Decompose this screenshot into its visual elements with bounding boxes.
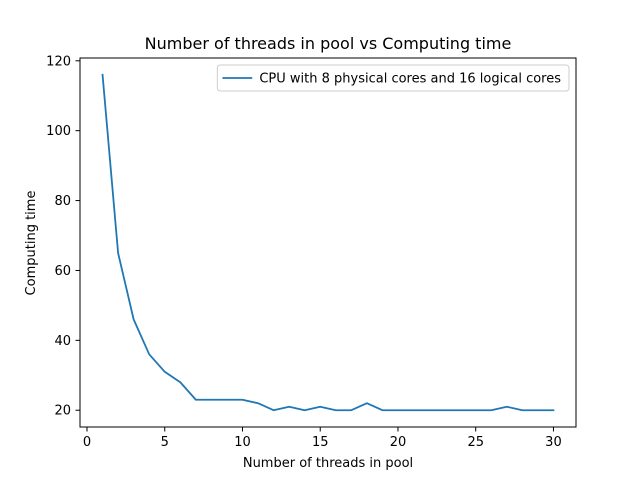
y-axis-label: Computing time — [24, 191, 39, 296]
x-tick-label: 25 — [467, 435, 484, 450]
y-tick-label: 100 — [46, 124, 71, 139]
x-tick-label: 20 — [390, 435, 407, 450]
axes-frame — [79, 57, 577, 428]
x-tick-label: 10 — [234, 435, 251, 450]
y-axis-ticks: 20 40 60 80 100 120 — [46, 54, 80, 419]
x-axis-label: Number of threads in pool — [243, 456, 413, 471]
chart-title: Number of threads in pool vs Computing t… — [145, 34, 512, 53]
x-tick-label: 5 — [161, 435, 169, 450]
series-line-0 — [101, 73, 555, 412]
x-tick-label: 15 — [312, 435, 329, 450]
y-tick-label: 40 — [54, 334, 71, 349]
plot-area — [101, 73, 555, 412]
y-tick-label: 80 — [54, 194, 71, 209]
y-tick-label: 120 — [46, 54, 71, 69]
y-tick-label: 20 — [54, 404, 71, 419]
x-tick-label: 30 — [545, 435, 562, 450]
legend-box — [216, 64, 570, 92]
y-tick-label: 60 — [54, 264, 71, 279]
legend: CPU with 8 physical cores and 16 logical… — [216, 64, 570, 92]
legend-entry-label: CPU with 8 physical cores and 16 logical… — [259, 72, 561, 87]
x-axis-ticks: 0 5 10 15 20 25 30 — [83, 427, 562, 450]
x-tick-label: 0 — [83, 435, 91, 450]
